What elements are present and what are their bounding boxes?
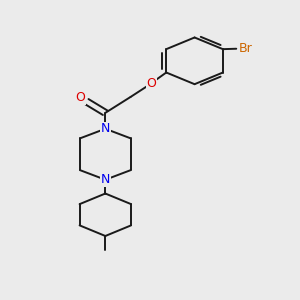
Text: O: O: [75, 92, 85, 104]
Text: N: N: [101, 122, 110, 135]
Text: N: N: [101, 173, 110, 186]
Text: O: O: [146, 76, 156, 90]
Text: Br: Br: [239, 42, 253, 55]
